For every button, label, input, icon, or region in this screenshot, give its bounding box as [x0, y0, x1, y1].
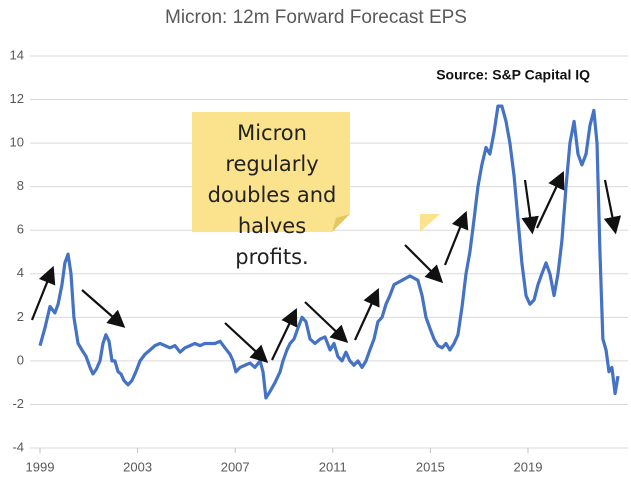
- y-tick-label: 2: [17, 309, 24, 324]
- callout-tail: [420, 214, 440, 232]
- callout-text: Micron regularly doubles and halves prof…: [207, 121, 337, 269]
- x-tick-label: 2003: [123, 459, 152, 474]
- y-tick-label: 14: [10, 47, 24, 62]
- x-tick-label: 2015: [416, 459, 445, 474]
- y-tick-label: 10: [10, 135, 24, 150]
- callout-fold: [332, 214, 350, 232]
- chart-title: Micron: 12m Forward Forecast EPS: [165, 7, 467, 28]
- y-tick-label: 12: [10, 91, 24, 106]
- x-tick-label: 2019: [514, 459, 543, 474]
- x-tick-label: 2011: [319, 459, 347, 474]
- y-tick-label: -2: [12, 396, 24, 411]
- x-tick-label: 2007: [221, 459, 250, 474]
- y-tick-label: -4: [12, 439, 24, 454]
- y-tick-label: 8: [17, 178, 24, 193]
- source-note: Source: S&P Capital IQ: [436, 67, 590, 83]
- arrows: [30, 171, 622, 363]
- x-tick-label: 1999: [26, 459, 55, 474]
- y-tick-label: 4: [17, 265, 24, 280]
- callout-box: [192, 112, 350, 232]
- y-tick-label: 6: [17, 222, 24, 237]
- eps-line: [38, 104, 620, 400]
- y-tick-label: 0: [17, 352, 24, 367]
